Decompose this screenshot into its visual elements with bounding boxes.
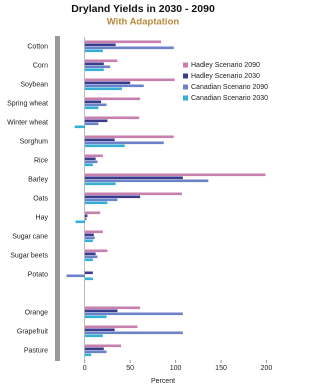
chart-subtitle: With Adaptation — [107, 17, 180, 28]
legend-label: Hadley Scenario 2090 — [191, 62, 260, 69]
bar — [84, 135, 174, 139]
bar — [84, 201, 108, 205]
x-tick-label: 150 — [215, 365, 227, 372]
bar — [84, 40, 162, 44]
bar — [84, 78, 175, 82]
bar — [84, 65, 111, 69]
bar — [84, 179, 209, 183]
x-tick-label: 0 — [83, 365, 87, 372]
bar — [75, 220, 85, 224]
x-axis-label: Percent — [151, 378, 175, 385]
y-tick-label: Grapefruit — [17, 328, 48, 335]
legend-swatch — [183, 62, 188, 68]
legend-label: Canadian Scenario 2030 — [191, 95, 268, 102]
bar — [84, 252, 96, 256]
bar — [84, 239, 93, 243]
bar — [84, 249, 108, 253]
y-tick-label: Potato — [28, 271, 48, 278]
bar — [84, 173, 266, 177]
bar — [84, 100, 102, 104]
bar — [84, 277, 93, 281]
bar — [84, 192, 182, 196]
bar — [84, 154, 103, 158]
bar — [84, 176, 183, 180]
bar — [84, 49, 103, 53]
bar — [84, 68, 104, 72]
bar — [84, 217, 87, 221]
y-tick-label: Sorghum — [20, 138, 49, 145]
y-tick-label: Spring wheat — [7, 100, 48, 107]
bar — [84, 106, 99, 110]
bar — [84, 157, 96, 161]
bar — [84, 255, 98, 259]
bar — [84, 211, 101, 215]
y-tick-label: Corn — [33, 62, 48, 69]
bar — [84, 258, 93, 262]
bar — [84, 141, 164, 145]
bar — [84, 87, 122, 91]
bar — [84, 46, 174, 50]
legend-label: Canadian Scenario 2090 — [191, 84, 268, 91]
bar — [84, 328, 115, 332]
bar — [84, 198, 118, 202]
axis-bar — [55, 36, 60, 361]
bar — [84, 103, 107, 107]
chart: Dryland Yields in 2030 - 2090 With Adapt… — [7, 3, 273, 385]
legend-label: Hadley Scenario 2030 — [191, 73, 260, 80]
bar — [84, 344, 122, 348]
bar — [84, 160, 98, 164]
y-tick-label: Orange — [25, 309, 48, 316]
bar — [84, 144, 125, 148]
bar — [84, 309, 118, 313]
y-tick-label: Rice — [34, 157, 48, 164]
bar — [84, 347, 104, 351]
bar — [84, 116, 140, 120]
x-tick-label: 50 — [126, 365, 134, 372]
bar — [84, 122, 99, 126]
bar — [84, 62, 104, 66]
y-tick-label: Sugar cane — [12, 233, 48, 240]
bar — [84, 119, 108, 123]
bar — [84, 59, 118, 63]
y-tick-label: Sugar beets — [10, 252, 48, 259]
legend-swatch — [183, 73, 188, 79]
bar — [84, 236, 95, 240]
bar — [84, 97, 141, 101]
bar — [84, 306, 141, 310]
bar — [84, 138, 115, 142]
legend-swatch — [183, 84, 188, 90]
bar — [84, 230, 103, 234]
bar — [66, 274, 85, 278]
bar — [84, 331, 183, 335]
y-tick-label: Soybean — [20, 81, 48, 88]
bar — [84, 315, 107, 319]
bar — [84, 353, 92, 357]
bar — [84, 325, 138, 329]
y-tick-label: Cotton — [27, 43, 48, 50]
bar — [84, 84, 144, 88]
y-tick-label: Barley — [28, 176, 48, 183]
bar — [84, 233, 94, 237]
x-tick-label: 100 — [170, 365, 182, 372]
bar — [84, 214, 88, 218]
y-tick-label: Winter wheat — [7, 119, 48, 126]
y-tick-label: Oats — [33, 195, 48, 202]
x-tick-label: 200 — [261, 365, 273, 372]
chart-title: Dryland Yields in 2030 - 2090 — [71, 3, 215, 15]
bar — [84, 334, 103, 338]
legend-swatch — [183, 95, 188, 101]
bar — [84, 163, 93, 167]
bar — [84, 81, 131, 85]
y-tick-label: Hay — [36, 214, 49, 221]
bar — [84, 182, 116, 186]
bar — [84, 43, 116, 47]
bar — [84, 350, 107, 354]
bar — [84, 271, 93, 275]
bar — [84, 195, 141, 199]
bar — [84, 312, 183, 316]
bar — [74, 125, 85, 129]
y-tick-label: Pasture — [24, 347, 48, 354]
